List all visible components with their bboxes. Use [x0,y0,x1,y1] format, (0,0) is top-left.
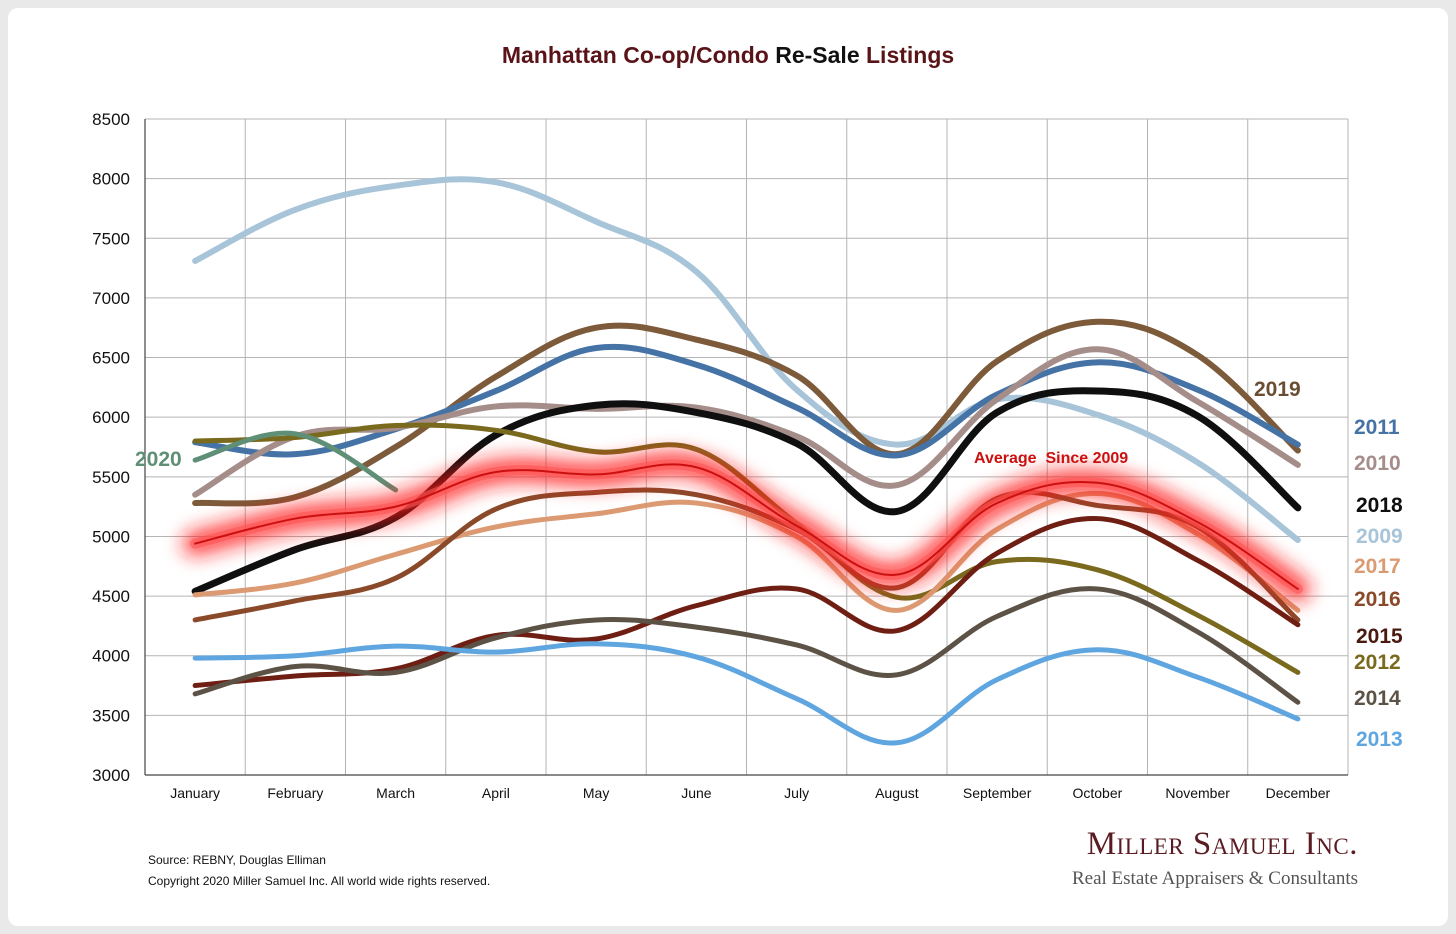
y-tick-label: 8000 [92,170,130,189]
series-line-2020 [192,430,399,493]
series-label-2010: 2010 [1354,452,1401,475]
series-label-2014: 2014 [1354,687,1401,710]
x-tick-label: October [1072,785,1122,801]
y-tick-label: 8500 [92,110,130,129]
series-line-2010 [192,346,1301,498]
copyright-note: Copyright 2020 Miller Samuel Inc. All wo… [148,874,491,888]
series-label-2020: 2020 [135,448,182,471]
series-labels: 2020 2019 2011 2010 2018 2009 2017 2016 2015 2012… [135,378,1403,751]
series-line-2019 [192,318,1301,507]
x-tick-label: August [875,785,919,801]
y-tick-label: 7500 [92,229,130,248]
series-line-2014 [192,586,1301,705]
series-label-2013: 2013 [1356,728,1403,751]
series-line-2013 [192,641,1301,746]
y-tick-label: 5500 [92,468,130,487]
x-tick-label: July [784,785,809,801]
series-label-2011: 2011 [1354,416,1400,439]
title-part-a: Manhattan Co-op/Condo [501,42,769,68]
brand-tagline: Real Estate Appraisers & Consultants [1071,868,1358,889]
x-tick-label: February [267,785,323,801]
series-line-2011 [192,343,1301,459]
title-part-b: Re-Sale [775,42,860,68]
x-tick-label: June [681,785,712,801]
y-tick-label: 4500 [92,587,130,606]
series-line-average-since-2009 [194,463,1299,590]
y-tick-label: 7000 [92,289,130,308]
series-label-2017: 2017 [1354,555,1401,578]
x-tick-label: December [1266,785,1331,801]
source-note: Source: REBNY, Douglas Elliman [148,853,326,867]
chart-title: Manhattan Co-op/Condo Re-Sale Listings [0,42,1456,69]
y-tick-label: 4000 [92,647,130,666]
y-tick-label: 6000 [92,408,130,427]
y-tick-label: 3500 [92,706,130,725]
x-tick-label: September [963,785,1032,801]
series-label-2012: 2012 [1354,651,1401,674]
average-annotation: Average Since 2009 [974,450,1128,467]
x-tick-label: January [170,785,220,801]
y-tick-label: 5000 [92,527,130,546]
series-label-2016: 2016 [1354,588,1401,611]
series-line-2015 [192,516,1301,689]
x-tick-label: April [482,785,510,801]
x-tick-label: November [1165,785,1230,801]
y-tick-label: 3000 [92,766,130,785]
series-label-2015: 2015 [1356,625,1403,648]
series-lines [182,176,1311,746]
series-label-2009: 2009 [1356,525,1403,548]
axes: 3000 3500 4000 4500 5000 5500 6000 6500 7000 7500… [92,110,1348,801]
y-tick-label: 6500 [92,349,130,368]
x-tick-label: March [376,785,415,801]
brand-name: Miller Samuel Inc. [1086,826,1358,862]
x-tick-label: May [583,785,609,801]
series-label-2018: 2018 [1356,494,1403,517]
series-line-2009 [192,176,1301,544]
title-part-c: Listings [866,42,955,68]
series-label-2019: 2019 [1254,378,1301,401]
